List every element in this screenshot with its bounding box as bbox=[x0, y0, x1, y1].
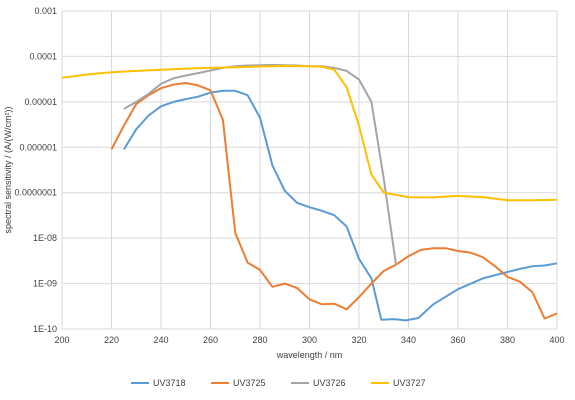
series-line-uv3727 bbox=[61, 64, 558, 202]
x-tick-label: 260 bbox=[203, 335, 218, 345]
x-tick-label: 240 bbox=[153, 335, 168, 345]
x-tick-label: 380 bbox=[500, 335, 515, 345]
axes: 1E-10 1E-09 1E-08 0.0000001 0.000001 0.00001 0… bbox=[14, 6, 564, 345]
gridlines bbox=[61, 10, 558, 330]
x-tick-label: 320 bbox=[351, 335, 366, 345]
data-series bbox=[61, 63, 558, 322]
x-tick-label: 300 bbox=[302, 335, 317, 345]
y-tick-label: 0.000001 bbox=[19, 142, 57, 152]
legend-label-uv3726: UV3726 bbox=[313, 378, 346, 388]
x-tick-label: 280 bbox=[252, 335, 267, 345]
legend-label-uv3727: UV3727 bbox=[393, 378, 426, 388]
y-tick-label: 1E-09 bbox=[33, 279, 57, 289]
x-tick-label: 340 bbox=[401, 335, 416, 345]
y-tick-label: 1E-08 bbox=[33, 233, 57, 243]
legend-label-uv3718: UV3718 bbox=[153, 378, 186, 388]
y-tick-label: 1E-10 bbox=[33, 324, 57, 334]
x-tick-label: 400 bbox=[549, 335, 564, 345]
x-tick-label: 360 bbox=[450, 335, 465, 345]
y-tick-label: 0.0000001 bbox=[14, 188, 57, 198]
series-line-uv3726 bbox=[123, 63, 398, 266]
series-line-uv3718 bbox=[123, 89, 558, 322]
y-tick-label: 0.001 bbox=[34, 6, 57, 16]
x-tick-label: 220 bbox=[104, 335, 119, 345]
x-axis-title: wavelength / nm bbox=[276, 350, 343, 360]
y-tick-label: 0.00001 bbox=[24, 97, 57, 107]
x-tick-label: 200 bbox=[54, 335, 69, 345]
legend-label-uv3725: UV3725 bbox=[233, 378, 266, 388]
y-axis-title: spectral sensitivity / (A/(W/cm²)) bbox=[3, 106, 13, 233]
legend: UV3718 UV3725 UV3726 UV3727 bbox=[131, 378, 426, 388]
series-line-uv3725 bbox=[110, 82, 558, 320]
y-tick-label: 0.0001 bbox=[29, 51, 57, 61]
